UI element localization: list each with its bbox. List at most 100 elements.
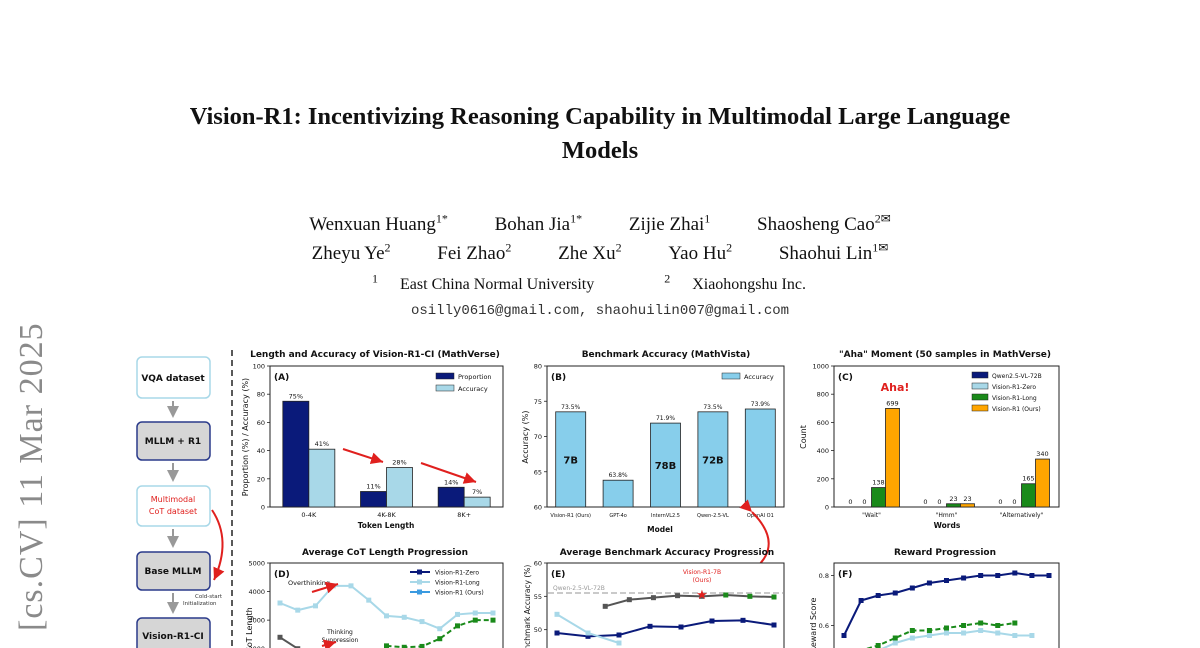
series-marker <box>978 620 984 626</box>
series-marker <box>650 595 656 601</box>
chart-f-title: Reward Progression <box>894 548 996 558</box>
y-tick-label: 0 <box>825 504 829 512</box>
series-marker <box>995 630 1001 636</box>
y-tick-label: 50 <box>534 626 542 634</box>
affiliation-mark: 1 <box>372 272 379 286</box>
author-row-1: Wenxuan Huang1* Bohan Jia1* Zijie Zhai1 … <box>100 212 1100 236</box>
x-tick-label: "Hmm" <box>936 512 958 519</box>
pipeline-box-base <box>136 551 211 591</box>
legend-swatch <box>971 382 989 390</box>
y-tick-label: 2000 <box>248 645 265 648</box>
author-name: Wenxuan Huang <box>309 214 436 236</box>
series-marker <box>490 610 496 616</box>
bar <box>946 503 961 508</box>
chart-b-legend-swatch <box>721 372 741 380</box>
bar <box>1035 458 1050 508</box>
series-marker <box>875 593 881 598</box>
author-emails: osilly0616@gmail.com, shaohuilin007@gmai… <box>410 303 790 319</box>
x-tick-label: 4K-8K <box>377 511 396 519</box>
bar-value-label: 0 <box>998 498 1002 506</box>
series-marker <box>978 628 984 633</box>
y-tick-label: 80 <box>534 363 542 371</box>
y-tick-label: 70 <box>534 433 542 441</box>
pipeline-box-ci <box>136 617 211 648</box>
x-tick-label: "Wait" <box>862 512 881 519</box>
bar-value-label: 73.5% <box>703 404 722 411</box>
x-tick-label: "Alternatively" <box>1000 512 1044 519</box>
chart-c-ylabel: Count <box>799 425 808 449</box>
series-marker <box>944 578 949 583</box>
chart-d-overthinking: Overthinking <box>288 579 330 587</box>
author-name: Zhe Xu <box>558 243 616 265</box>
bar-value-label: 71.9% <box>656 415 675 422</box>
series-marker <box>771 594 777 600</box>
chart-f-ylabel: Reward Score <box>809 598 818 648</box>
author: Fei Zhao2 <box>437 241 511 265</box>
author-mark: 2 <box>615 241 622 255</box>
bar-proportion <box>437 486 465 508</box>
author: Yao Hu2 <box>668 241 732 264</box>
author-name: Zijie Zhai <box>628 214 705 236</box>
chart-b-xlabel: Model <box>647 525 673 534</box>
bar-accuracy <box>308 448 336 508</box>
series-marker <box>616 640 622 646</box>
bar-inner-label: 78B <box>655 461 677 472</box>
series-marker <box>961 630 967 636</box>
chart-d-ylabel: CoT Length <box>245 607 254 648</box>
y-tick-label: 55 <box>534 593 542 601</box>
chart-b-title: Benchmark Accuracy (MathVista) <box>582 350 751 360</box>
author: Zhe Xu2 <box>558 241 622 265</box>
author-name: Bohan Jia <box>494 214 571 236</box>
series-marker <box>909 635 915 641</box>
author-mark: 2✉ <box>874 212 891 226</box>
chart-e-lines: ★ <box>548 588 783 646</box>
chart-b-panel-label: (B) <box>551 373 566 383</box>
chart-d-suppression-2: Suppression <box>322 637 359 644</box>
series-marker <box>626 597 632 603</box>
chart-b-legend: Accuracy <box>744 373 774 381</box>
series-marker <box>647 623 653 629</box>
star-marker: ★ <box>696 588 708 603</box>
series-marker <box>678 624 684 630</box>
series-marker <box>602 603 608 609</box>
series-marker <box>1046 573 1052 578</box>
series-line <box>881 629 1032 648</box>
chart-c-legend: Qwen2.5-VL-72B Vision-R1-Zero Vision-R1-Lo… <box>971 371 1042 413</box>
chart-c-title: "Aha" Moment (50 samples in MathVerse) <box>839 350 1051 360</box>
chart-a-bars: 75% 41% 0-4K 11% 28% 4K-8K 14% 7% 8K+ <box>282 392 491 519</box>
pipeline-cold-start: Cold-start <box>195 594 223 600</box>
chart-a-legend-proportion: Proportion <box>458 373 492 381</box>
series-marker <box>699 593 705 599</box>
chart-b-bars: 73.5% 7B Vision-R1 (Ours) 63.8% GPT-4o 71.9% 7… <box>550 401 776 519</box>
bar-value-label: 75% <box>289 392 303 400</box>
pipeline-label-base: Base MLLM <box>145 567 202 577</box>
affiliation: 2 Xiaohongshu Inc. <box>664 272 828 293</box>
series-marker <box>944 630 949 636</box>
bar-value-label: 0 <box>937 498 941 506</box>
author-name: Shaosheng Cao <box>757 214 875 236</box>
y-tick-label: 60 <box>534 504 542 512</box>
paper-title-line2: Models <box>561 137 639 164</box>
series-marker <box>995 573 1001 578</box>
legend-swatch <box>971 393 989 401</box>
series-marker <box>1029 573 1035 578</box>
x-tick-label: 8K+ <box>457 511 471 519</box>
series-marker <box>892 640 898 646</box>
legend-marker <box>417 589 422 595</box>
x-tick-label: Vision-R1 (Ours) <box>550 513 591 519</box>
bar-value-label: 340 <box>1036 450 1048 458</box>
pipeline-label-ci: Vision-R1-CI <box>142 632 204 642</box>
chart-d-frame <box>269 562 504 648</box>
y-tick-label: 800 <box>817 391 829 399</box>
author-name: Fei Zhao <box>437 243 506 265</box>
chart-a-legend-accuracy: Accuracy <box>458 385 488 393</box>
bar <box>555 411 587 508</box>
series-marker <box>1029 633 1035 638</box>
author-mark: 1✉ <box>872 241 889 255</box>
series-marker <box>295 607 301 613</box>
chart-a: Length and Accuracy of Vision-R1-CI (Mat… <box>241 350 504 530</box>
series-marker <box>875 643 881 648</box>
x-tick-label: InternVL2.5 <box>651 513 680 519</box>
bar-value-label: 7% <box>472 488 482 496</box>
